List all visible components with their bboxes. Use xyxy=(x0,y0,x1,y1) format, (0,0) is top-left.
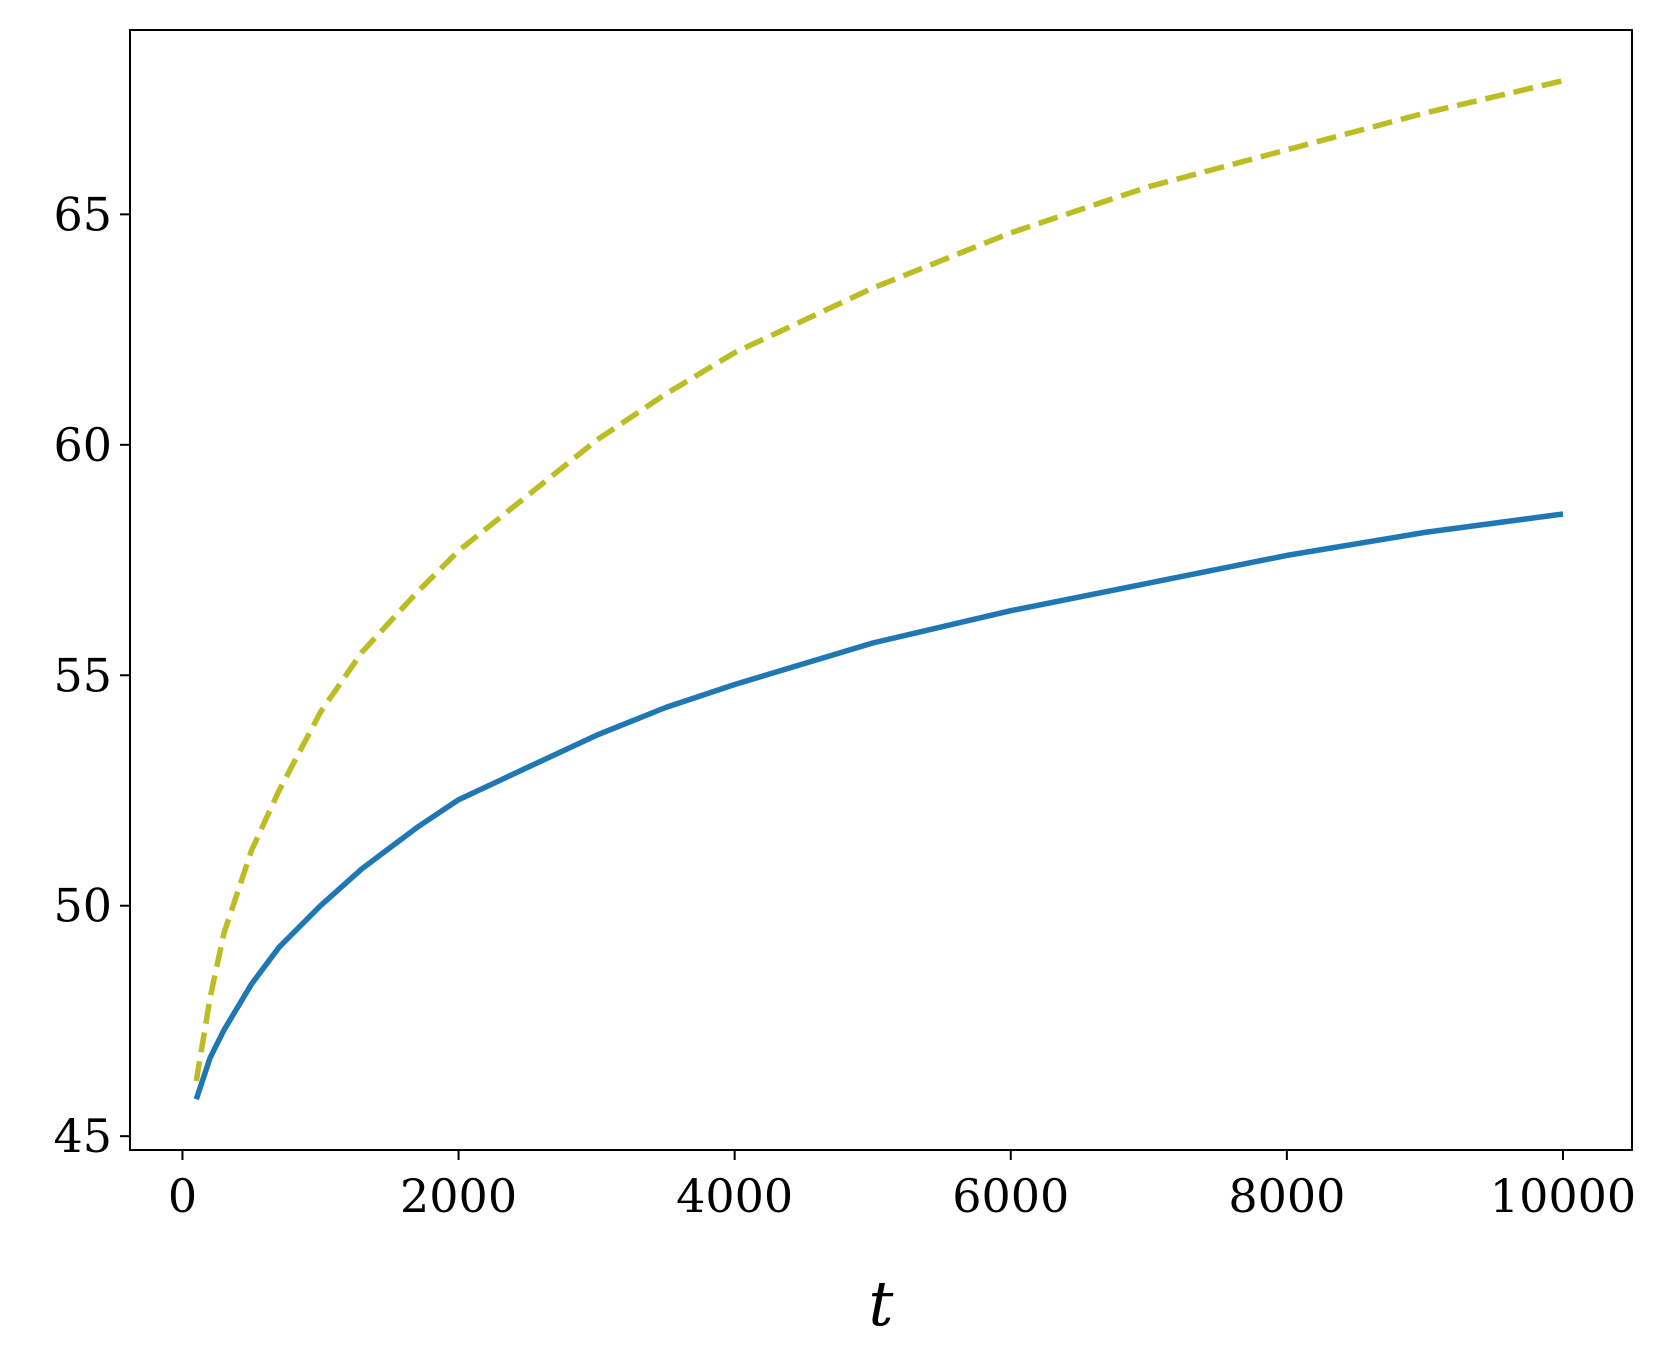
series-line-2 xyxy=(193,78,1564,1082)
x-tick-label: 6000 xyxy=(952,1169,1069,1223)
series-layer xyxy=(193,78,1564,1101)
y-tick-label: 45 xyxy=(53,1109,112,1163)
x-axis: 0 2000 4000 6000 8000 10000 xyxy=(168,1150,1636,1223)
x-axis-label: t xyxy=(869,1267,894,1340)
x-tick-label: 10000 xyxy=(1490,1169,1636,1223)
series-line-1 xyxy=(193,511,1564,1101)
y-tick-label: 55 xyxy=(53,648,112,702)
x-tick-label: 8000 xyxy=(1228,1169,1345,1223)
x-tick-label: 4000 xyxy=(676,1169,793,1223)
y-axis: 45 50 55 60 65 xyxy=(53,187,130,1163)
y-tick-label: 65 xyxy=(53,187,112,241)
y-tick-label: 60 xyxy=(53,418,112,472)
y-tick-label: 50 xyxy=(53,879,112,933)
plot-area xyxy=(129,29,1633,1151)
x-tick-label: 2000 xyxy=(400,1169,517,1223)
x-tick-label: 0 xyxy=(168,1169,197,1223)
